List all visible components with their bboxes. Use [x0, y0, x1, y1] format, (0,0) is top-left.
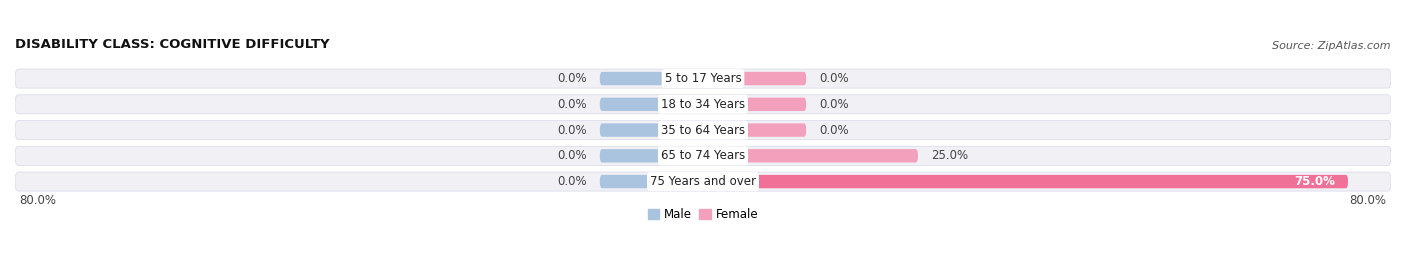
- Text: 75 Years and over: 75 Years and over: [650, 175, 756, 188]
- FancyBboxPatch shape: [600, 98, 703, 111]
- Text: 0.0%: 0.0%: [820, 98, 849, 111]
- Text: 0.0%: 0.0%: [557, 98, 586, 111]
- FancyBboxPatch shape: [703, 175, 1348, 188]
- FancyBboxPatch shape: [15, 121, 1391, 140]
- FancyBboxPatch shape: [15, 95, 1391, 114]
- Text: 80.0%: 80.0%: [1350, 194, 1386, 207]
- Text: 0.0%: 0.0%: [820, 72, 849, 85]
- FancyBboxPatch shape: [15, 69, 1391, 88]
- FancyBboxPatch shape: [703, 72, 806, 85]
- Text: 0.0%: 0.0%: [557, 175, 586, 188]
- FancyBboxPatch shape: [703, 123, 806, 137]
- Text: 80.0%: 80.0%: [20, 194, 56, 207]
- Text: 35 to 64 Years: 35 to 64 Years: [661, 123, 745, 137]
- FancyBboxPatch shape: [15, 172, 1391, 191]
- Text: 65 to 74 Years: 65 to 74 Years: [661, 149, 745, 162]
- FancyBboxPatch shape: [600, 72, 703, 85]
- Text: 25.0%: 25.0%: [931, 149, 967, 162]
- Text: 0.0%: 0.0%: [557, 72, 586, 85]
- Text: 0.0%: 0.0%: [557, 123, 586, 137]
- FancyBboxPatch shape: [15, 146, 1391, 165]
- Text: DISABILITY CLASS: COGNITIVE DIFFICULTY: DISABILITY CLASS: COGNITIVE DIFFICULTY: [15, 38, 329, 51]
- Text: 0.0%: 0.0%: [557, 149, 586, 162]
- Text: 0.0%: 0.0%: [820, 123, 849, 137]
- Text: 5 to 17 Years: 5 to 17 Years: [665, 72, 741, 85]
- FancyBboxPatch shape: [600, 149, 703, 162]
- Text: 75.0%: 75.0%: [1295, 175, 1336, 188]
- Legend: Male, Female: Male, Female: [643, 204, 763, 226]
- FancyBboxPatch shape: [600, 175, 703, 188]
- FancyBboxPatch shape: [600, 123, 703, 137]
- Text: Source: ZipAtlas.com: Source: ZipAtlas.com: [1272, 41, 1391, 51]
- Text: 18 to 34 Years: 18 to 34 Years: [661, 98, 745, 111]
- FancyBboxPatch shape: [703, 149, 918, 162]
- FancyBboxPatch shape: [703, 98, 806, 111]
